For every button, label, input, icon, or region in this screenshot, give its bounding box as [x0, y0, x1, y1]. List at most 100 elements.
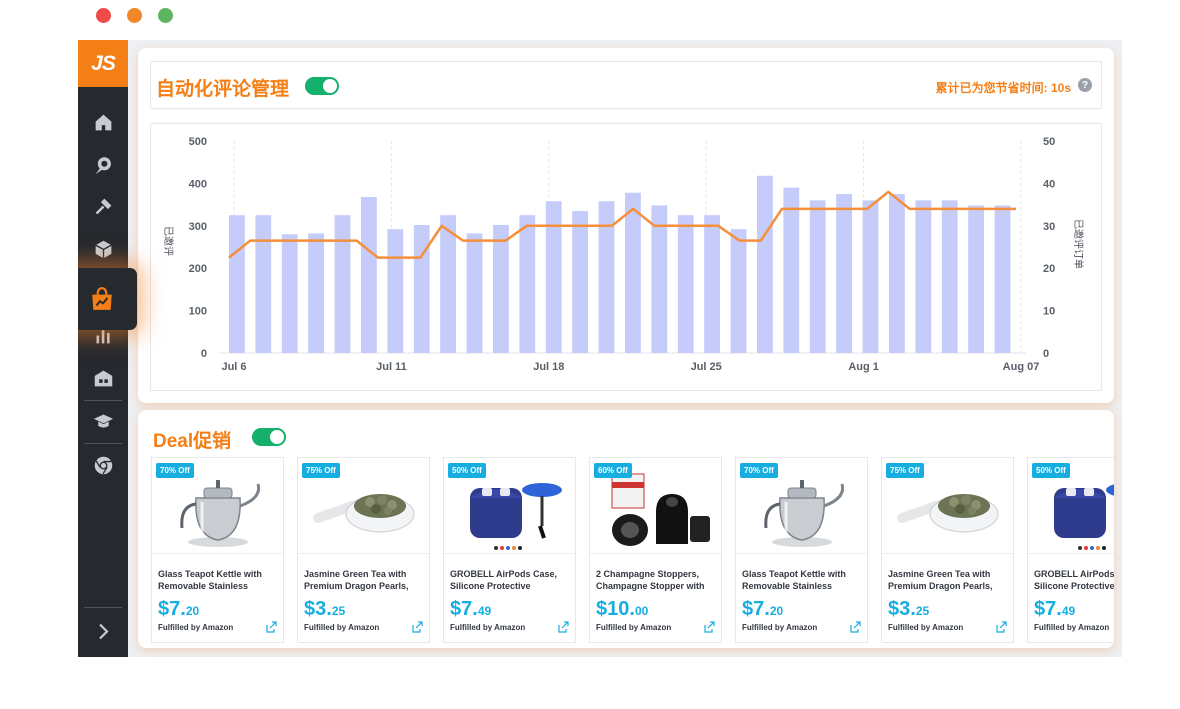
bar [889, 194, 905, 353]
review-toggle[interactable] [305, 77, 339, 95]
right-axis-title: 已邀评订单 [1072, 219, 1085, 269]
airpods-case-icon[interactable] [1028, 458, 1114, 554]
product-name-line1: GROBELL AirPods Case, [450, 569, 558, 579]
deal-card[interactable]: 50% Off GROBELL AirPods Case, Silicone Pro… [443, 457, 576, 643]
deal-card[interactable]: 75% Off Jasmine Green Tea with Premium Dra… [297, 457, 430, 643]
fulfilled-by-text: Fulfilled by Amazon [1034, 623, 1110, 632]
deal-toggle[interactable] [252, 428, 286, 446]
teapot-icon[interactable] [152, 458, 283, 554]
search-chat-icon[interactable] [91, 153, 115, 177]
bar [704, 215, 721, 353]
bar [334, 215, 351, 353]
share-icon[interactable] [849, 620, 861, 633]
series-line [228, 190, 1016, 259]
product-name[interactable]: Glass Teapot Kettle with Removable Stainl… [158, 568, 282, 592]
product-name-line1: Jasmine Green Tea with [304, 569, 407, 579]
tea-spoon-icon[interactable] [882, 458, 1013, 554]
discount-badge: 70% Off [740, 463, 778, 478]
product-name-line1: 2 Champagne Stoppers, [596, 569, 700, 579]
app-window: JS 自动化评论管 [78, 40, 1122, 657]
bar [862, 200, 879, 353]
close-window-dot[interactable] [96, 8, 111, 23]
bar [915, 200, 932, 353]
bar [836, 194, 853, 353]
deal-card[interactable]: 70% Off Glass Teapot Kettle with Removable… [151, 457, 284, 643]
share-icon[interactable] [557, 620, 569, 633]
product-name-line1: Glass Teapot Kettle with [742, 569, 846, 579]
tea-spoon-icon[interactable] [298, 458, 429, 554]
product-price: $3.25 [888, 598, 929, 621]
help-icon[interactable]: ? [1078, 78, 1092, 92]
price-dollars: $7. [742, 598, 770, 620]
hammer-icon[interactable] [91, 194, 115, 218]
share-icon[interactable] [995, 620, 1007, 633]
deal-card[interactable]: 70% Off Glass Teapot Kettle with Removable… [735, 457, 868, 643]
share-icon[interactable] [411, 620, 423, 633]
price-cents: 49 [477, 604, 492, 618]
minimize-window-dot[interactable] [127, 8, 142, 23]
bar [387, 229, 404, 353]
box-icon[interactable] [91, 237, 115, 261]
chrome-icon[interactable] [91, 453, 115, 477]
bar [677, 215, 694, 353]
product-name[interactable]: GROBELL AirPods Case, Silicone Protective [450, 568, 574, 592]
review-management-panel: 自动化评论管理 累计已为您节省时间: 10s ? Jul 6 Jul 11 Jul … [138, 48, 1114, 403]
bar [994, 205, 1011, 353]
bar [809, 200, 826, 353]
discount-badge: 60% Off [594, 463, 632, 478]
price-cents: 20 [185, 604, 200, 618]
price-dollars: $3. [888, 598, 916, 620]
product-name[interactable]: Glass Teapot Kettle with Removable Stainl… [742, 568, 866, 592]
share-icon[interactable] [703, 620, 715, 633]
product-name-line1: GROBELL AirPods Case, [1034, 569, 1114, 579]
warehouse-icon[interactable] [91, 366, 115, 390]
maximize-window-dot[interactable] [158, 8, 173, 23]
champagne-stopper-icon[interactable] [590, 458, 721, 554]
right-tick-label: 40 [1043, 178, 1055, 190]
left-tick-label: 400 [189, 178, 207, 190]
product-price: $7.20 [158, 598, 199, 621]
x-tick-label: Jul 18 [533, 361, 564, 373]
deal-card[interactable]: 75% Off Jasmine Green Tea with Premium Dra… [881, 457, 1014, 643]
product-price: $7.49 [450, 598, 491, 621]
bar [730, 229, 747, 353]
price-dollars: $7. [158, 598, 186, 620]
teapot-icon[interactable] [736, 458, 867, 554]
product-name[interactable]: Jasmine Green Tea with Premium Dragon Pea… [888, 568, 1012, 592]
airpods-case-icon[interactable] [444, 458, 575, 554]
deal-card[interactable]: 60% Off 2 Champagne Stoppers, Champagne St… [589, 457, 722, 643]
review-title: 自动化评论管理 [156, 79, 290, 100]
price-dollars: $3. [304, 598, 332, 620]
discount-badge: 75% Off [302, 463, 340, 478]
product-name[interactable]: GROBELL AirPods Case, Silicone Protective [1034, 568, 1114, 592]
price-cents: 00 [634, 604, 649, 618]
bar [651, 205, 668, 353]
x-tick-label: Jul 6 [221, 361, 246, 373]
product-name[interactable]: 2 Champagne Stoppers, Champagne Stopper w… [596, 568, 720, 592]
product-name-line2: Silicone Protective [450, 581, 531, 591]
bar [229, 215, 245, 353]
sidebar-divider [84, 607, 122, 608]
fulfilled-by-text: Fulfilled by Amazon [304, 623, 380, 632]
bar [440, 215, 457, 353]
bar [255, 215, 272, 353]
product-price: $10.00 [596, 598, 648, 621]
js-logo[interactable]: JS [78, 40, 128, 87]
product-name[interactable]: Jasmine Green Tea with Premium Dragon Pea… [304, 568, 428, 592]
fulfilled-by-text: Fulfilled by Amazon [742, 623, 818, 632]
share-icon[interactable] [265, 620, 277, 633]
bar [466, 233, 483, 353]
graduation-cap-icon[interactable] [91, 409, 115, 433]
left-tick-label: 500 [189, 136, 207, 148]
bar [361, 196, 377, 353]
left-tick-label: 300 [189, 221, 207, 233]
review-header: 自动化评论管理 累计已为您节省时间: 10s ? [150, 61, 1102, 109]
expand-arrow-icon[interactable] [91, 619, 115, 643]
home-icon[interactable] [91, 110, 115, 134]
bar-chart-icon[interactable] [91, 323, 115, 347]
deal-card[interactable]: 50% Off GROBELL AirPods Case, Silicone Pro… [1027, 457, 1114, 643]
product-name-line2: Premium Dragon Pearls, [304, 581, 409, 591]
sidebar-item-deals-active[interactable] [78, 268, 137, 330]
bar [783, 187, 800, 353]
x-tick-label: Jul 25 [691, 361, 722, 373]
